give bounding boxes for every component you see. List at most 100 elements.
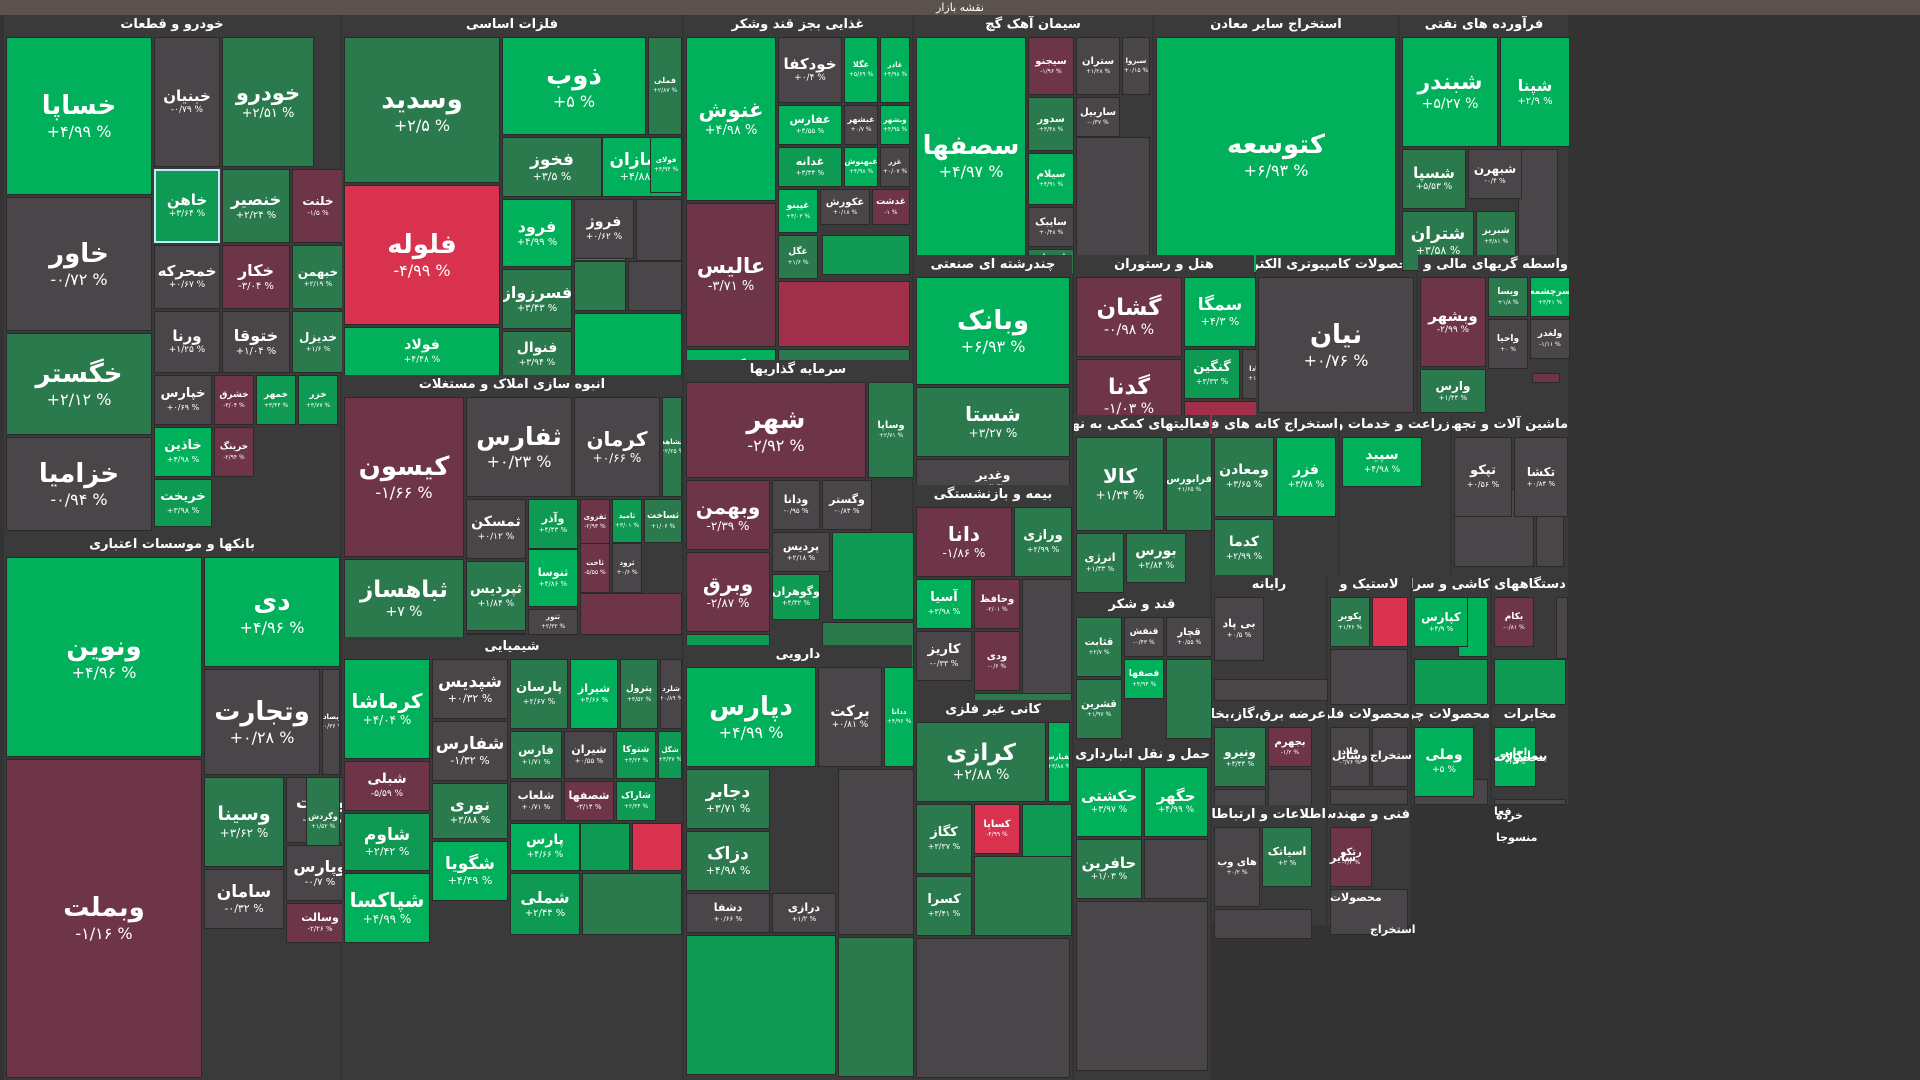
stock-tile[interactable]: قنقش -۰/۴۳ %: [1124, 617, 1164, 657]
stock-tile[interactable]: وبصادر+۰/۳۶ %: [322, 669, 340, 775]
stock-tile[interactable]: رتکو -۲/۲ %: [1330, 827, 1372, 887]
stock-tile[interactable]: فولای +۴/۹۴ %: [650, 137, 682, 193]
stock-tile[interactable]: سدور +۳/۴۸ %: [1028, 97, 1074, 151]
stock-tile[interactable]: تپکو +۰/۵۶ %: [1454, 437, 1512, 517]
stock-tile[interactable]: ثساخت +۱/۰۶ %: [644, 499, 682, 543]
stock-tile[interactable]: دشفا +۰/۶۶ %: [686, 893, 770, 933]
stock-tile[interactable]: غگلا +۵/۶۹ %: [844, 37, 878, 103]
stock-tile[interactable]: خودکفا +۰/۴ %: [778, 37, 842, 103]
stock-tile[interactable]: وسینا +۳/۶۲ %: [204, 777, 284, 867]
stock-tile[interactable]: ثامید +۳/۰۱ %: [612, 499, 642, 543]
stock-tile[interactable]: فارس +۱/۷۱ %: [510, 731, 562, 779]
stock-tile[interactable]: ودانا -۰/۹۵ %: [772, 480, 820, 530]
stock-tile[interactable]: شستا +۳/۲۷ %: [916, 387, 1070, 457]
stock-tile[interactable]: وحافظ -۲/۰۱ %: [974, 579, 1020, 629]
stock-tile[interactable]: شیراز +۴/۶۶ %: [570, 659, 618, 729]
stock-tile[interactable]: وگوهران +۴/۳۲ %: [772, 574, 820, 620]
stock-tile[interactable]: ولغدر -۱/۱۱ %: [1530, 319, 1570, 359]
stock-tile[interactable]: ثتور +۲/۳۲ %: [528, 609, 578, 635]
stock-tile[interactable]: بی پاد +۰/۵ %: [1214, 597, 1264, 661]
stock-tile[interactable]: شملی +۲/۴۴ %: [510, 873, 580, 935]
stock-tile[interactable]: فزر +۳/۷۸ %: [1276, 437, 1336, 517]
stock-tile[interactable]: فنوال +۳/۹۴ %: [502, 331, 572, 379]
stock-tile[interactable]: بکام -۰/۸۱ %: [1494, 597, 1534, 647]
stock-tile[interactable]: خمحرکه +۰/۶۷ %: [154, 245, 220, 309]
stock-tile[interactable]: گنگین +۳/۳۳ %: [1184, 349, 1240, 399]
stock-tile[interactable]: غکورش +۰/۱۸ %: [820, 189, 870, 225]
stock-tile[interactable]: کفپارس+۳/۸۸ %: [1048, 722, 1070, 802]
stock-tile[interactable]: کیسون -۱/۶۶ %: [344, 397, 464, 557]
stock-tile[interactable]: برکت +۰/۸۱ %: [818, 667, 882, 767]
stock-tile[interactable]: خگستر +۲/۱۲ %: [6, 333, 152, 435]
stock-tile[interactable]: درازی +۱/۲ %: [772, 893, 836, 933]
stock-tile[interactable]: کرازی +۲/۸۸ %: [916, 722, 1046, 802]
stock-tile[interactable]: ثباهساز +۷ %: [344, 559, 464, 639]
stock-tile[interactable]: سایبک +۰/۴۸ %: [1028, 207, 1074, 247]
stock-tile[interactable]: آسیا +۳/۹۸ %: [916, 579, 972, 629]
stock-tile[interactable]: خشرق -۳/۰۴ %: [214, 375, 254, 425]
stock-tile[interactable]: اسیاتک +۲ %: [1262, 827, 1312, 887]
stock-tile[interactable]: قثابت +۲/۷ %: [1076, 617, 1122, 677]
stock-tile[interactable]: اخابر +۲/۸ %: [1494, 727, 1536, 787]
stock-tile[interactable]: وساپا +۲/۷۱ %: [868, 382, 914, 478]
stock-tile[interactable]: کرماشا +۴/۰۴ %: [344, 659, 430, 759]
stock-tile[interactable]: ثمسکن +۰/۱۲ %: [466, 499, 526, 559]
stock-tile[interactable]: شبهرن -۰/۴ %: [1468, 149, 1522, 199]
stock-tile[interactable]: غبشهر +۰/۷ %: [844, 105, 878, 145]
stock-tile[interactable]: ویسا +۱/۸ %: [1488, 277, 1528, 317]
stock-tile[interactable]: خمهر +۳/۴۴ %: [256, 375, 296, 425]
stock-tile[interactable]: پترول +۳/۵۲ %: [620, 659, 658, 729]
stock-tile[interactable]: خلنت -۱/۵ %: [292, 169, 344, 243]
stock-tile[interactable]: ورازی +۲/۹۹ %: [1014, 507, 1072, 577]
stock-tile[interactable]: خنصیر +۲/۲۴ %: [222, 169, 290, 243]
stock-tile[interactable]: کگاز +۳/۳۷ %: [916, 804, 972, 874]
stock-tile[interactable]: وآذر +۴/۴۳ %: [528, 499, 578, 549]
stock-tile[interactable]: خپارس +۰/۶۹ %: [154, 375, 212, 425]
stock-tile[interactable]: کپارس +۴/۹ %: [1414, 597, 1468, 647]
stock-tile[interactable]: انرژی +۱/۳۳ %: [1076, 533, 1124, 593]
stock-tile[interactable]: تکشا +۰/۸۴ %: [1514, 437, 1568, 517]
stock-tile[interactable]: شاراک +۲/۳۴ %: [616, 781, 656, 821]
stock-tile[interactable]: خبنیان -۰/۷۹ %: [154, 37, 220, 167]
stock-tile[interactable]: شفارس -۱/۳۲ %: [432, 721, 508, 781]
stock-tile[interactable]: فلاد -۰/۷۶ %: [1330, 727, 1370, 787]
stock-tile[interactable]: وارس +۱/۴۴ %: [1420, 369, 1486, 413]
stock-tile[interactable]: غدشت -۱ %: [872, 189, 910, 225]
stock-tile[interactable]: دی +۴/۹۶ %: [204, 557, 340, 667]
stock-tile[interactable]: غنوش +۴/۹۸ %: [686, 37, 776, 201]
stock-tile[interactable]: خبهمن +۲/۱۹ %: [292, 245, 344, 309]
stock-tile[interactable]: نیان +۰/۷۶ %: [1258, 277, 1414, 413]
stock-tile[interactable]: خکار -۳/۰۴ %: [222, 245, 290, 309]
stock-tile[interactable]: وبملت -۱/۱۶ %: [6, 759, 202, 1078]
stock-tile[interactable]: شبندر +۵/۲۷ %: [1402, 37, 1498, 147]
stock-tile[interactable]: فولاد +۴/۴۸ %: [344, 327, 500, 377]
stock-tile[interactable]: شگل +۳/۳۷ %: [658, 731, 682, 779]
stock-tile[interactable]: شهر -۲/۹۲ %: [686, 382, 866, 478]
stock-tile[interactable]: ومعادن +۳/۶۵ %: [1214, 437, 1274, 517]
stock-tile[interactable]: خزر +۳/۷۷ %: [298, 375, 338, 425]
stock-tile[interactable]: ونوین +۴/۹۶ %: [6, 557, 202, 757]
stock-tile[interactable]: ونیرو +۳/۴۴ %: [1214, 727, 1266, 787]
stock-tile[interactable]: پارس +۴/۶۶ %: [510, 823, 580, 871]
stock-tile[interactable]: دپارس +۴/۹۹ %: [686, 667, 816, 767]
stock-tile[interactable]: ثفارس +۰/۲۳ %: [466, 397, 572, 497]
stock-tile[interactable]: غگل +۱/۶ %: [778, 235, 818, 279]
stock-tile[interactable]: غاذر +۴/۹۸ %: [880, 37, 910, 103]
stock-tile[interactable]: قچار +۰/۵۵ %: [1166, 617, 1212, 657]
stock-tile[interactable]: فرود +۴/۹۹ %: [502, 199, 572, 267]
stock-tile[interactable]: دانا -۱/۸۶ %: [916, 507, 1012, 577]
stock-tile[interactable]: کساپا -۴/۹۹ %: [974, 804, 1020, 854]
stock-tile[interactable]: کتوسعه +۶/۹۳ %: [1156, 37, 1396, 273]
stock-tile[interactable]: ثقزوی -۲/۹۳ %: [580, 499, 610, 545]
stock-tile[interactable]: کسرا +۳/۴۱ %: [916, 876, 972, 936]
stock-tile[interactable]: شپاکسا +۴/۹۹ %: [344, 873, 430, 943]
stock-tile[interactable]: سمگا +۴/۳ %: [1184, 277, 1256, 347]
stock-tile[interactable]: شبریز +۳/۸۱ %: [1476, 211, 1516, 261]
stock-tile[interactable]: ساربیل -۰/۳۷ %: [1076, 97, 1120, 137]
stock-tile[interactable]: فروژ +۰/۶۲ %: [574, 199, 634, 259]
stock-tile[interactable]: فلوله -۴/۹۹ %: [344, 185, 500, 325]
stock-tile[interactable]: ثرود +۰/۶ %: [612, 543, 642, 593]
stock-tile[interactable]: خودرو +۲/۵۱ %: [222, 37, 314, 167]
stock-tile[interactable]: شسپا +۵/۵۳ %: [1402, 149, 1466, 209]
stock-tile[interactable]: شاوم +۲/۴۲ %: [344, 813, 430, 871]
